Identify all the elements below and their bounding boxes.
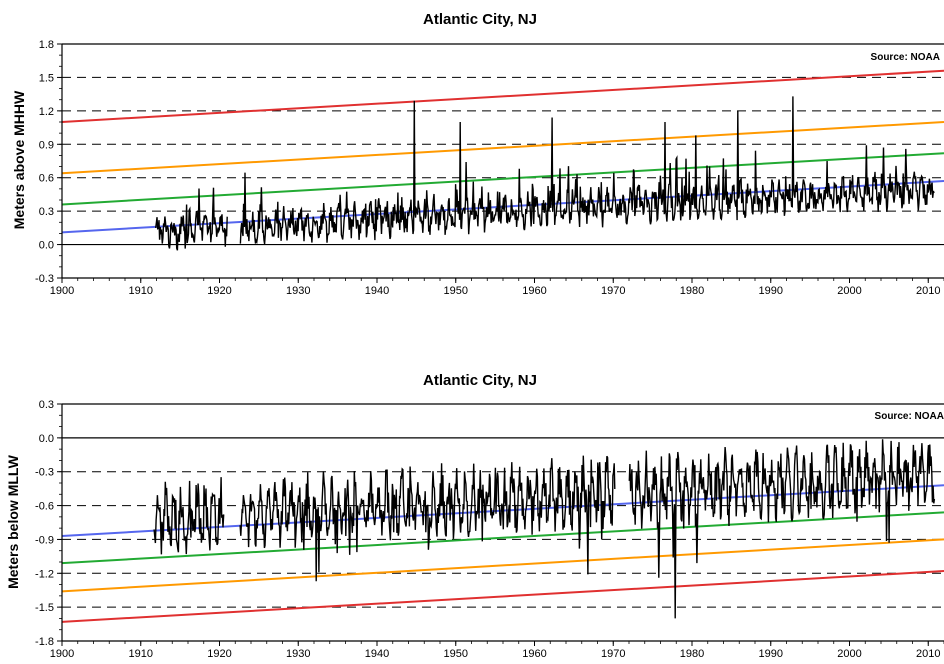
chart-2-x-ticks: 1900 1910 1920 1930 1940 1950 1960 1970 1980 1990… bbox=[50, 641, 944, 660]
x-tick-label: 1980 bbox=[680, 285, 704, 297]
x-tick-label: 1920 bbox=[207, 648, 231, 660]
x-tick-label: 1950 bbox=[444, 648, 468, 660]
y-tick-label: -1.5 bbox=[35, 602, 54, 614]
y-tick-label: 1.5 bbox=[39, 72, 54, 84]
x-tick-label: 1950 bbox=[444, 285, 468, 297]
chart-2-y-axis-label: Meters below MLLW bbox=[5, 454, 21, 589]
y-tick-label: 0.3 bbox=[39, 206, 54, 218]
trend-line bbox=[61, 121, 944, 175]
trend-line bbox=[61, 511, 944, 565]
chart-2-title: Atlantic City, NJ bbox=[423, 372, 537, 389]
x-tick-label: 1970 bbox=[601, 648, 625, 660]
x-tick-label: 1970 bbox=[601, 285, 625, 297]
x-tick-label: 2000 bbox=[837, 285, 861, 297]
y-tick-label: -0.6 bbox=[35, 501, 54, 513]
series-line bbox=[155, 187, 228, 251]
chart-1-y-axis-label: Meters above MHHW bbox=[11, 90, 27, 229]
x-tick-label: 2010 bbox=[916, 285, 940, 297]
x-tick-label: 1900 bbox=[50, 648, 74, 660]
chart-1-y-ticks: -0.3 0.0 0.3 0.6 0.9 1.2 1.5 1.8 bbox=[35, 39, 62, 285]
chart-1-x-ticks: 1900 1910 1920 1930 1940 1950 1960 1970 1980 1990… bbox=[50, 278, 944, 297]
series-line bbox=[239, 455, 616, 582]
x-tick-label: 1900 bbox=[50, 285, 74, 297]
y-tick-label: 1.8 bbox=[39, 39, 54, 51]
y-tick-label: 0.0 bbox=[39, 433, 54, 445]
y-tick-label: 0.6 bbox=[39, 173, 54, 185]
y-tick-label: -1.8 bbox=[35, 636, 54, 648]
chart-1-title: Atlantic City, NJ bbox=[423, 11, 537, 28]
y-tick-label: -1.2 bbox=[35, 568, 54, 580]
x-tick-label: 1910 bbox=[129, 285, 153, 297]
chart-1-source-label: Source: NOAA bbox=[871, 52, 940, 63]
y-tick-label: 1.2 bbox=[39, 106, 54, 118]
x-tick-label: 1940 bbox=[365, 648, 389, 660]
chart-2-y-ticks: -1.8 -1.5 -1.2 -0.9 -0.6 -0.3 0.0 0.3 bbox=[35, 399, 62, 648]
y-tick-label: 0.9 bbox=[39, 139, 54, 151]
x-tick-label: 1940 bbox=[365, 285, 389, 297]
y-tick-label: -0.3 bbox=[35, 273, 54, 285]
series-line bbox=[153, 477, 225, 555]
x-tick-label: 1930 bbox=[286, 285, 310, 297]
x-tick-label: 1990 bbox=[759, 285, 783, 297]
x-tick-label: 1980 bbox=[680, 648, 704, 660]
trend-line bbox=[61, 152, 944, 206]
x-tick-label: 1990 bbox=[759, 648, 783, 660]
x-tick-label: 2000 bbox=[837, 648, 861, 660]
chart-1-series bbox=[155, 96, 935, 251]
chart-1-gridlines bbox=[62, 76, 944, 246]
chart-2-source-label: Source: NOAA bbox=[875, 411, 944, 422]
x-tick-label: 1960 bbox=[522, 285, 546, 297]
x-tick-label: 1960 bbox=[522, 648, 546, 660]
y-tick-label: -0.3 bbox=[35, 467, 54, 479]
y-tick-label: -0.9 bbox=[35, 534, 54, 546]
x-tick-label: 1920 bbox=[207, 285, 231, 297]
chart-2-series bbox=[153, 439, 936, 619]
series-line bbox=[239, 96, 935, 245]
trend-line bbox=[61, 538, 944, 593]
series-line bbox=[628, 439, 936, 619]
chart-panel-1: Atlantic City, NJ 1900 1910 1920 1930 1940 19… bbox=[11, 11, 944, 297]
x-tick-label: 1910 bbox=[129, 648, 153, 660]
y-tick-label: 0.0 bbox=[39, 240, 54, 252]
chart-panel-2: Atlantic City, NJ 1900 1910 1920 1930 1940 19… bbox=[5, 372, 944, 660]
x-tick-label: 1930 bbox=[286, 648, 310, 660]
trend-line bbox=[61, 570, 944, 623]
trend-line bbox=[61, 69, 944, 123]
y-tick-label: 0.3 bbox=[39, 399, 54, 411]
x-tick-label: 2010 bbox=[916, 648, 940, 660]
